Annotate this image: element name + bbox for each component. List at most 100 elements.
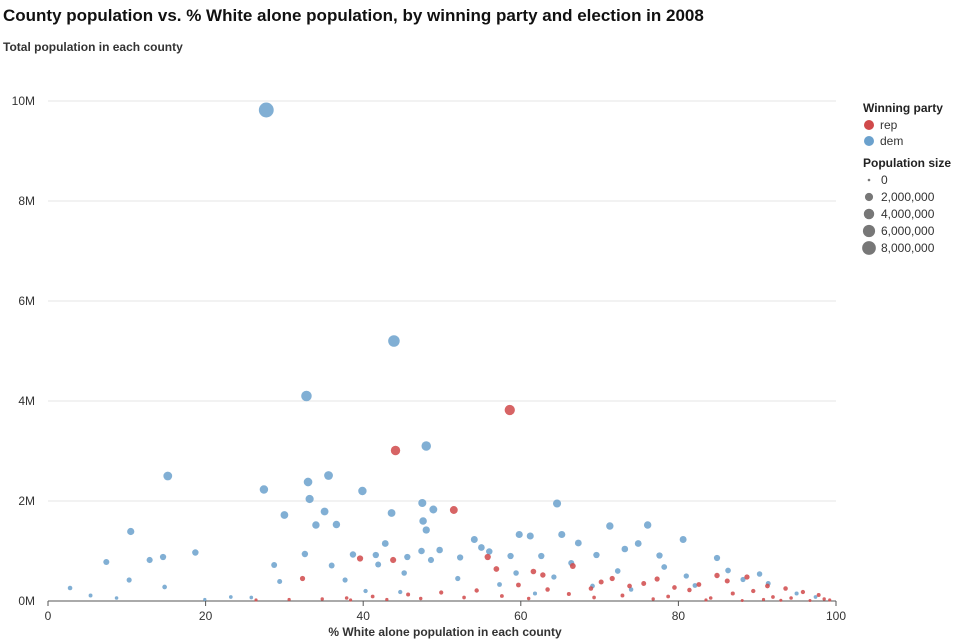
legend-size-label: 2,000,000	[881, 190, 935, 204]
y-tick-label: 0M	[18, 594, 35, 608]
dem-point	[320, 507, 329, 516]
legend-size-label: 6,000,000	[881, 224, 935, 238]
data-points	[67, 102, 832, 602]
legend-size-swatch	[862, 241, 876, 255]
rep-point	[714, 572, 720, 579]
dem-point	[162, 584, 167, 590]
y-tick-label: 8M	[18, 194, 35, 208]
dem-point	[258, 102, 274, 118]
dem-point	[228, 595, 233, 599]
rep-point	[588, 586, 594, 591]
rep-point	[789, 596, 793, 600]
dem-point	[661, 564, 668, 570]
legend-dem-swatch	[864, 136, 874, 146]
rep-point	[418, 596, 423, 601]
dem-point	[418, 547, 425, 555]
rep-point	[320, 597, 324, 601]
dem-point	[381, 540, 389, 547]
rep-point	[439, 590, 444, 595]
rep-point	[687, 587, 692, 593]
dem-point	[328, 562, 335, 569]
dem-point	[280, 511, 289, 519]
rep-point	[724, 578, 730, 584]
legend-size-swatch	[864, 192, 874, 202]
dem-point	[497, 582, 502, 587]
dem-point	[813, 595, 818, 599]
rep-point	[592, 595, 596, 600]
dem-point	[163, 471, 173, 481]
rep-point	[751, 588, 756, 594]
dem-point	[349, 551, 357, 558]
dem-point	[683, 573, 689, 579]
rep-point	[254, 598, 258, 602]
rep-point	[390, 556, 397, 564]
dem-point	[507, 552, 514, 560]
rep-point	[545, 587, 550, 592]
dem-point	[725, 567, 731, 574]
rep-point	[771, 595, 775, 599]
x-tick-label: 20	[199, 609, 213, 623]
rep-point	[344, 596, 349, 600]
rep-point	[627, 583, 632, 589]
legend-size-label: 0	[881, 173, 888, 187]
dem-point	[551, 574, 557, 580]
dem-point	[203, 597, 207, 602]
dem-point	[126, 577, 132, 583]
y-tick-label: 6M	[18, 294, 35, 308]
legend-size-swatch	[863, 208, 875, 220]
rep-point	[540, 572, 546, 578]
dem-point	[513, 570, 519, 576]
dem-point	[271, 562, 278, 568]
dem-point	[515, 530, 523, 539]
dem-point	[422, 526, 430, 534]
rep-point	[783, 586, 788, 591]
rep-point	[349, 598, 353, 602]
dem-point	[713, 554, 721, 562]
dem-point	[387, 509, 396, 517]
dem-point	[593, 551, 600, 559]
rep-point	[493, 566, 500, 572]
rep-point	[620, 593, 625, 598]
legend-size-label: 4,000,000	[881, 207, 935, 221]
dem-point	[342, 577, 348, 583]
dem-point	[192, 549, 199, 556]
y-axis-label: Total population in each county	[3, 40, 183, 54]
dem-point	[388, 335, 400, 347]
rep-point	[730, 591, 735, 596]
rep-point	[406, 592, 411, 597]
legend-size-swatch	[862, 224, 876, 238]
dem-point	[486, 548, 493, 555]
y-tick-label: 2M	[18, 494, 35, 508]
rep-point	[808, 599, 812, 602]
dem-point	[427, 556, 435, 564]
dem-point	[404, 553, 411, 561]
chart-title: County population vs. % White alone popu…	[3, 6, 704, 25]
dem-point	[574, 539, 582, 547]
dem-point	[606, 522, 614, 530]
legend: Winning party rep dem Population size 0 2,000…	[862, 101, 951, 255]
rep-point	[828, 598, 832, 602]
dem-point	[305, 494, 314, 504]
rep-point	[566, 591, 571, 597]
rep-point	[708, 596, 713, 600]
dem-point	[127, 527, 135, 536]
grid-lines	[48, 100, 836, 602]
rep-point	[654, 576, 660, 582]
dem-point	[455, 575, 461, 582]
x-tick-label: 0	[45, 609, 52, 623]
dem-point	[643, 521, 652, 529]
dem-point	[538, 552, 545, 560]
dem-point	[398, 589, 403, 595]
rep-point	[598, 579, 604, 585]
x-tick-label: 100	[826, 609, 846, 623]
y-axis-ticks: 0M 2M 4M 6M 8M 10M	[12, 94, 35, 608]
dem-point	[259, 485, 269, 494]
rep-point	[744, 574, 750, 580]
legend-size-title: Population size	[863, 156, 951, 170]
dem-point	[303, 477, 313, 487]
dem-point	[249, 595, 254, 600]
dem-point	[375, 561, 382, 568]
dem-point	[553, 499, 562, 508]
rep-point	[504, 404, 515, 416]
dem-point	[418, 498, 427, 508]
